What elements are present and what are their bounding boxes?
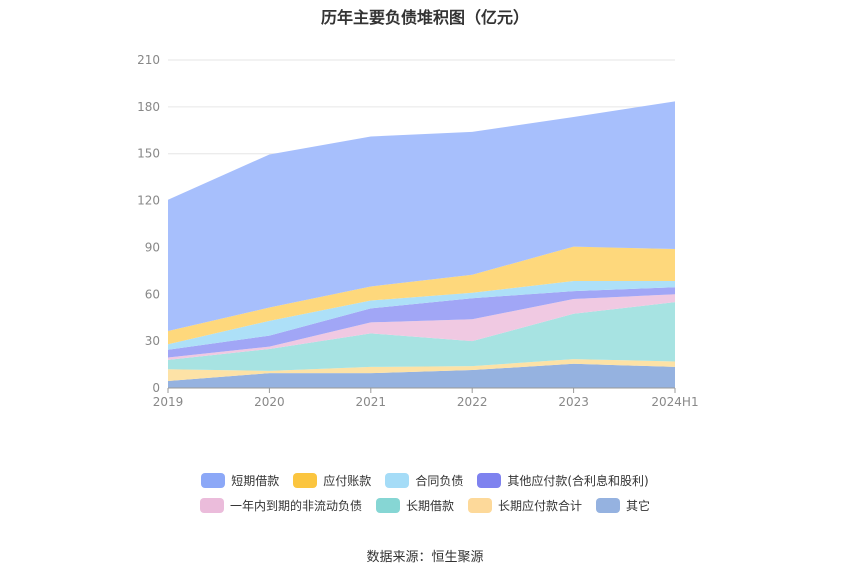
chart-title: 历年主要负债堆积图（亿元） — [320, 8, 529, 27]
legend-item[interactable]: 长期应付款合计 — [468, 497, 582, 514]
y-tick-label: 150 — [137, 147, 160, 161]
legend-swatch — [199, 498, 224, 513]
area-一年内到期的非流动负债 — [168, 294, 675, 360]
area-应付账款 — [168, 246, 675, 345]
legend-swatch — [293, 473, 318, 488]
x-tick-label: 2020 — [254, 395, 285, 409]
legend-item[interactable]: 长期借款 — [375, 497, 454, 514]
x-tick-label: 2019 — [153, 395, 184, 409]
area-其它 — [168, 363, 675, 388]
legend-label: 一年内到期的非流动负债 — [229, 499, 362, 513]
legend-item[interactable]: 合同负债 — [385, 472, 463, 489]
legend-label: 其他应付款(合利息和股利) — [507, 474, 649, 488]
area-series — [168, 101, 675, 388]
x-tick-label: 2023 — [558, 395, 589, 409]
y-tick-label: 180 — [137, 100, 160, 114]
area-长期借款 — [168, 302, 675, 371]
legend-swatch — [201, 473, 226, 488]
legend-swatch — [477, 473, 502, 488]
stacked-area-chart: 0 30 60 90 120 150 180 210 2019 2020 2021 2022 2023 2… — [137, 53, 699, 409]
y-tick-label: 30 — [145, 334, 160, 348]
legend-item[interactable]: 短期借款 — [201, 472, 279, 489]
legend-swatch — [596, 498, 621, 513]
x-tick-label: 2022 — [457, 395, 488, 409]
legend-label: 其它 — [626, 499, 651, 513]
legend-item[interactable]: 其他应付款(合利息和股利) — [477, 472, 649, 489]
y-tick-label: 90 — [145, 240, 160, 254]
y-tick-label: 60 — [145, 287, 160, 301]
legend-label: 合同负债 — [415, 474, 464, 488]
legend-item[interactable]: 一年内到期的非流动负债 — [199, 497, 362, 514]
legend-swatch — [385, 473, 410, 488]
x-tick-label: 2021 — [356, 395, 387, 409]
area-长期应付款合计 — [168, 359, 675, 381]
y-tick-label: 210 — [137, 53, 160, 67]
area-合同负债 — [168, 281, 675, 350]
x-tick-label: 2024H1 — [651, 395, 698, 409]
axes: 0 30 60 90 120 150 180 210 2019 2020 2021 2022 2023 2… — [137, 53, 699, 409]
legend-label: 长期应付款合计 — [498, 499, 583, 513]
legend: 短期借款 应付账款 合同负债 其他应付款(合利息和股利) 一年内到期的非流动负债 长期借… — [0, 472, 850, 522]
legend-row: 短期借款 应付账款 合同负债 其他应付款(合利息和股利) — [0, 472, 850, 489]
legend-swatch — [468, 498, 492, 513]
legend-swatch — [375, 498, 400, 513]
legend-label: 短期借款 — [231, 474, 280, 488]
source-note: 数据来源：恒生聚源 — [366, 550, 484, 565]
legend-item[interactable]: 应付账款 — [293, 472, 371, 489]
legend-label: 长期借款 — [405, 499, 454, 513]
legend-item[interactable]: 其它 — [596, 497, 650, 514]
area-其他应付款(合利息和股利) — [168, 287, 675, 358]
y-tick-label: 120 — [137, 194, 160, 208]
legend-row: 一年内到期的非流动负债 长期借款 长期应付款合计 其它 — [0, 497, 850, 514]
legend-label: 应付账款 — [323, 474, 372, 488]
y-tick-label: 0 — [152, 381, 160, 395]
area-短期借款 — [168, 101, 675, 331]
